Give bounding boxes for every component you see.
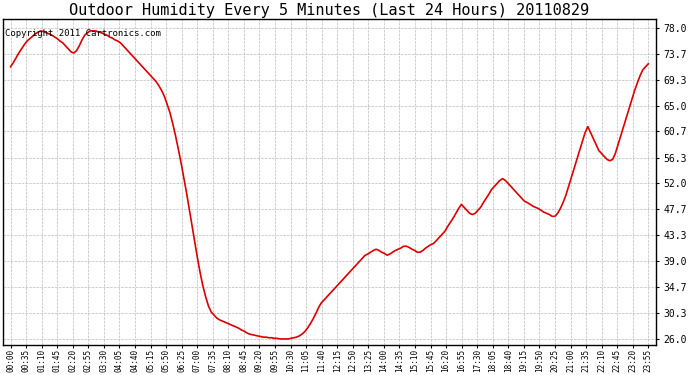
- Text: Copyright 2011 Cartronics.com: Copyright 2011 Cartronics.com: [5, 29, 161, 38]
- Title: Outdoor Humidity Every 5 Minutes (Last 24 Hours) 20110829: Outdoor Humidity Every 5 Minutes (Last 2…: [70, 3, 589, 18]
